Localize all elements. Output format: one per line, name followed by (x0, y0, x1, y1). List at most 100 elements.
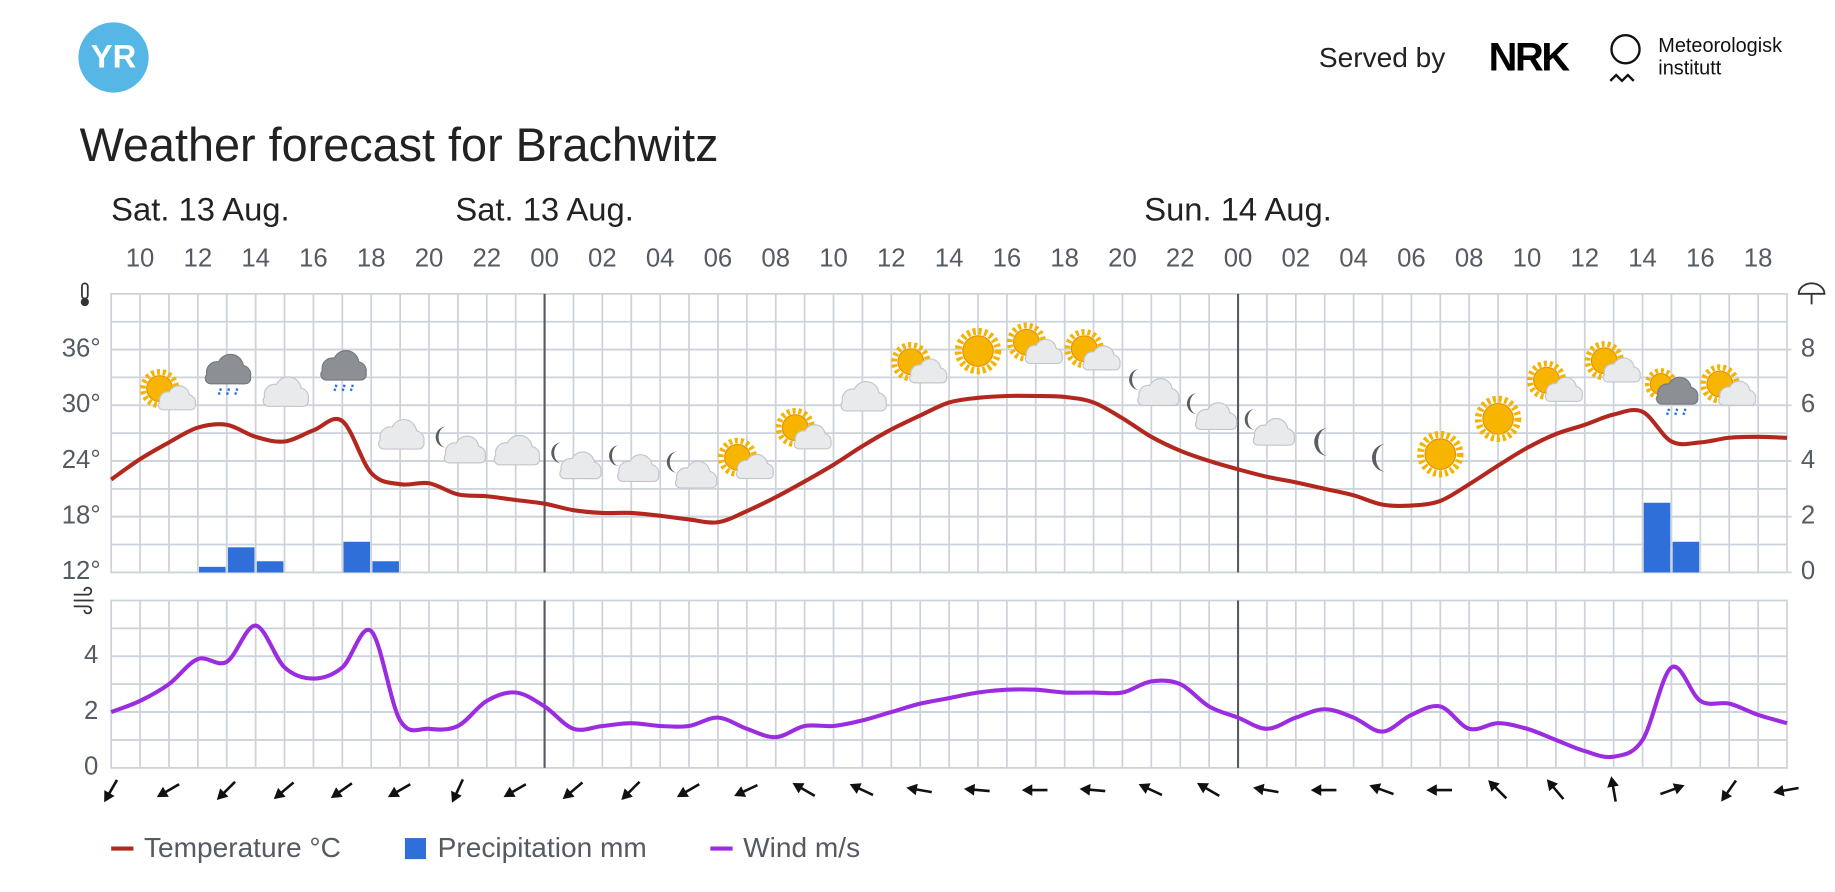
arrow-head (849, 783, 862, 794)
x-tick-label: 00 (530, 245, 559, 273)
x-tick-label: 06 (704, 245, 733, 273)
met-logo[interactable]: Meteorologisk institutt (1609, 34, 1782, 83)
cloud-part (321, 369, 366, 380)
precipitation-bar (1672, 541, 1700, 573)
y-tick-label: 24° (62, 446, 101, 474)
wind-tick-label: 0 (84, 753, 98, 781)
cloud-part (159, 401, 195, 410)
moon (1186, 393, 1198, 415)
arrow-head (273, 787, 286, 800)
x-tick-label: 18 (357, 245, 386, 273)
weather-icon (320, 350, 367, 393)
x-tick-label: 00 (1224, 245, 1253, 273)
met-circle (1610, 34, 1641, 65)
y2-tick-label: 4 (1801, 446, 1815, 474)
wind-arrow (156, 783, 180, 798)
arrow-head (1253, 783, 1265, 796)
cloud-part (736, 469, 773, 478)
weather-icon (840, 380, 887, 412)
arrow-head (156, 786, 169, 798)
arrow-head (1310, 784, 1322, 796)
wind-arrow (1773, 784, 1799, 797)
logo-circle (78, 22, 149, 93)
wind-tick-label: 4 (84, 641, 98, 669)
wind-arrow (1426, 784, 1452, 796)
wind-icon (73, 586, 94, 615)
precipitation-bar (199, 566, 226, 573)
weather-icon (1129, 368, 1180, 406)
weather-icon (891, 342, 948, 384)
cloud-part (379, 438, 424, 449)
moon (609, 445, 620, 467)
weather-icon (954, 327, 1002, 375)
line-series (110, 623, 1788, 760)
nrk-logo[interactable]: NRK (1489, 35, 1573, 79)
weather-icon (1314, 427, 1329, 457)
cloud-part (494, 454, 540, 465)
wind-arrow (621, 780, 641, 800)
arrow-head (1079, 783, 1091, 796)
weather-icon (775, 407, 832, 450)
x-tick-label: 22 (1166, 245, 1195, 273)
wind-arrow (964, 783, 990, 796)
x-tick-label: 02 (588, 245, 617, 273)
arrow-head (104, 790, 115, 803)
cloud-part (444, 453, 485, 463)
x-tick-label: 10 (1513, 245, 1542, 273)
x-tick-label: 20 (415, 245, 444, 273)
met-wave (1609, 73, 1635, 83)
arrow-head (1196, 783, 1210, 794)
legend-label: Temperature °C (144, 832, 341, 863)
cloud-part (794, 440, 831, 449)
raindrop (225, 388, 231, 396)
y-tick-label: 30° (62, 390, 101, 418)
x-tick-label: 18 (1050, 245, 1079, 273)
x-tick-label: 22 (472, 245, 501, 273)
arrow-head (1607, 776, 1619, 788)
wind-arrow (562, 781, 584, 800)
wind-arrow (1138, 783, 1163, 797)
umbrella-icon (1797, 282, 1826, 305)
x-tick-label: 12 (184, 245, 213, 273)
arrow-head (451, 790, 462, 803)
wind-arrow (676, 783, 700, 798)
weather-icon (1700, 364, 1757, 406)
cloud-part (205, 373, 251, 384)
weather-icon (139, 368, 197, 411)
arrow-head (503, 786, 516, 798)
x-tick-label: 06 (1397, 245, 1426, 273)
wind-arrow (1660, 783, 1685, 796)
wind-arrow (1607, 776, 1619, 802)
cloud-part (841, 400, 886, 411)
arrow-head (964, 783, 976, 796)
yr-logo[interactable]: YR (78, 22, 149, 93)
x-tick-label: 16 (299, 245, 328, 273)
x-tick-label: 14 (1628, 245, 1657, 273)
wind-arrow (792, 783, 816, 798)
sun-rays (954, 327, 1002, 375)
x-tick-label: 12 (877, 245, 906, 273)
wind-arrow (1253, 783, 1279, 796)
arrow-head (1426, 784, 1437, 796)
arrow-head (1021, 784, 1033, 796)
x-tick-label: 10 (126, 245, 155, 273)
raindrop (1665, 408, 1671, 417)
moon (1244, 408, 1256, 430)
wind-arrow (1369, 783, 1394, 796)
x-tick-label: 16 (1686, 245, 1715, 273)
weather-icon (435, 426, 487, 464)
wind-arrow (1546, 779, 1565, 800)
x-tick-label: 02 (1282, 245, 1311, 273)
weather-icon (609, 445, 660, 483)
wind-arrow (1721, 779, 1737, 802)
arrow-head (1369, 783, 1382, 795)
y-tick-label: 12° (62, 557, 101, 585)
wind-arrow (1488, 780, 1508, 800)
cloud-part (1545, 392, 1582, 401)
x-tick-label: 08 (1455, 245, 1484, 273)
arrow-head (734, 786, 747, 797)
wind-arrow (1310, 784, 1337, 796)
moon (666, 451, 678, 473)
wind-arrow (849, 783, 874, 797)
